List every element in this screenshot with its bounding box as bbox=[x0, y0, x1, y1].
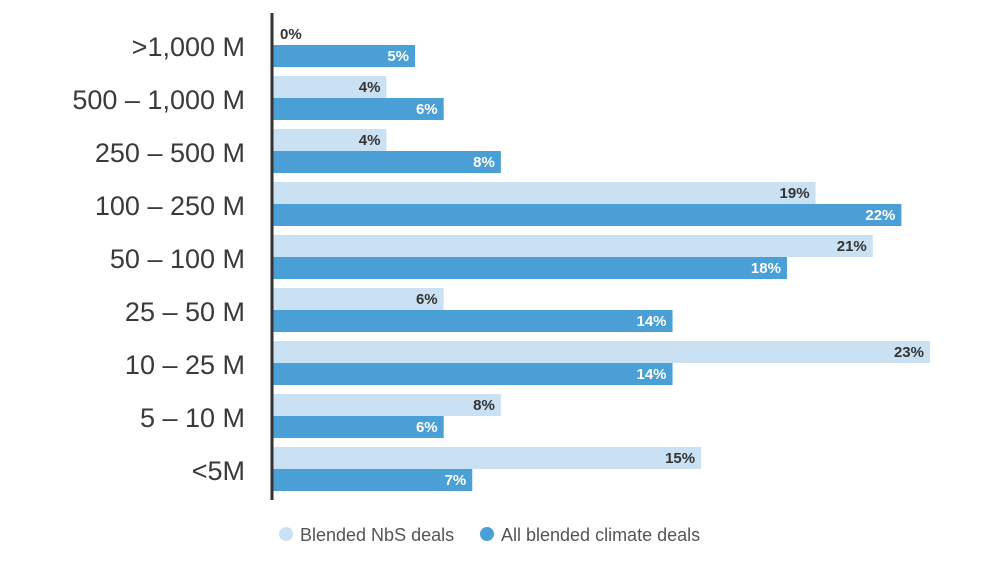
data-label-blended-nbs: 19% bbox=[780, 185, 810, 202]
data-label-all-climate: 6% bbox=[416, 419, 438, 436]
plot-area: >1,000 M 0% 5% 500 – 1,000 M 4% 6% 250 – 500 M… bbox=[72, 26, 930, 491]
bar-blended-nbs bbox=[272, 447, 702, 469]
data-label-blended-nbs: 4% bbox=[359, 79, 381, 96]
data-label-blended-nbs: 15% bbox=[665, 450, 695, 467]
legend: Blended NbS deals All blended climate de… bbox=[279, 525, 700, 545]
legend-marker-all-climate bbox=[480, 527, 494, 541]
data-label-all-climate: 5% bbox=[387, 48, 409, 65]
data-label-all-climate: 14% bbox=[636, 313, 666, 330]
legend-label-nbs: Blended NbS deals bbox=[300, 525, 454, 545]
bar-blended-nbs bbox=[272, 129, 387, 151]
bar-blended-nbs bbox=[272, 341, 930, 363]
category-label: >1,000 M bbox=[132, 32, 245, 62]
data-label-all-climate: 7% bbox=[445, 472, 467, 489]
bar-all-climate bbox=[272, 257, 787, 279]
data-label-all-climate: 14% bbox=[636, 366, 666, 383]
bar-all-climate bbox=[272, 363, 673, 385]
data-label-all-climate: 22% bbox=[865, 207, 895, 224]
bar-all-climate bbox=[272, 98, 444, 120]
bar-all-climate bbox=[272, 45, 416, 67]
bar-blended-nbs bbox=[272, 182, 816, 204]
data-label-blended-nbs: 6% bbox=[416, 291, 438, 308]
category-label: 500 – 1,000 M bbox=[72, 85, 245, 115]
data-label-blended-nbs: 21% bbox=[837, 238, 867, 255]
category-label: 100 – 250 M bbox=[95, 191, 245, 221]
bar-all-climate bbox=[272, 151, 501, 173]
data-label-all-climate: 8% bbox=[473, 154, 495, 171]
data-label-blended-nbs: 4% bbox=[359, 132, 381, 149]
legend-marker-nbs bbox=[279, 527, 293, 541]
bar-all-climate bbox=[272, 204, 902, 226]
data-label-blended-nbs: 23% bbox=[894, 344, 924, 361]
category-label: 5 – 10 M bbox=[140, 403, 245, 433]
data-label-all-climate: 18% bbox=[751, 260, 781, 277]
bar-blended-nbs bbox=[272, 394, 501, 416]
category-label: 250 – 500 M bbox=[95, 138, 245, 168]
bar-all-climate bbox=[272, 310, 673, 332]
data-label-blended-nbs: 8% bbox=[473, 397, 495, 414]
bar-all-climate bbox=[272, 416, 444, 438]
data-label-all-climate: 6% bbox=[416, 101, 438, 118]
bar-blended-nbs bbox=[272, 235, 873, 257]
category-label: 25 – 50 M bbox=[125, 297, 245, 327]
bar-blended-nbs bbox=[272, 288, 444, 310]
data-label-blended-nbs: 0% bbox=[280, 26, 302, 43]
legend-label-all-climate: All blended climate deals bbox=[501, 525, 700, 545]
category-label: 10 – 25 M bbox=[125, 350, 245, 380]
category-label: 50 – 100 M bbox=[110, 244, 245, 274]
bar-blended-nbs bbox=[272, 76, 387, 98]
category-label: <5M bbox=[192, 456, 245, 486]
bar-all-climate bbox=[272, 469, 473, 491]
